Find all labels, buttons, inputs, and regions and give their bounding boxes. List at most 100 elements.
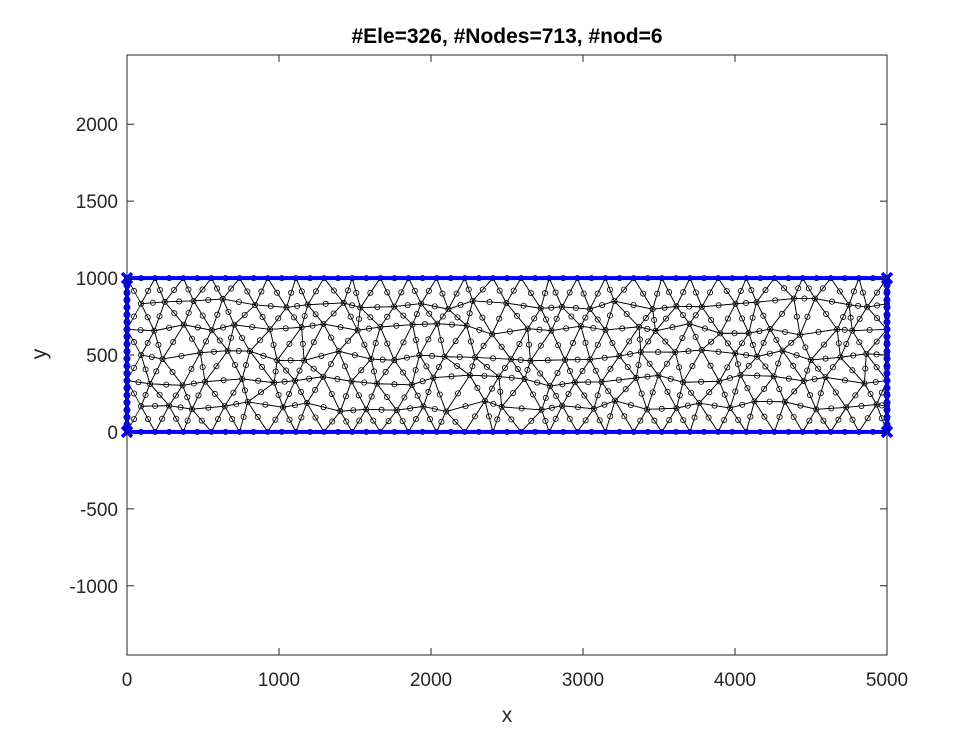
mesh-midside-node bbox=[257, 389, 264, 396]
mesh-midside-node bbox=[605, 388, 612, 395]
x-tick-label: 4000 bbox=[714, 670, 756, 691]
mesh-midside-node bbox=[542, 417, 549, 424]
mesh-midside-node bbox=[748, 287, 755, 294]
mesh-midside-node bbox=[498, 343, 505, 350]
mesh-node bbox=[418, 300, 425, 307]
mesh-midside-node bbox=[801, 295, 808, 302]
mesh-midside-node bbox=[802, 344, 809, 351]
mesh-node bbox=[696, 400, 703, 407]
mesh-midside-node bbox=[453, 290, 460, 297]
mesh-node bbox=[779, 347, 786, 354]
y-tick-label: -500 bbox=[80, 500, 118, 521]
mesh-midside-node bbox=[820, 417, 827, 424]
mesh-node bbox=[159, 355, 166, 362]
mesh-midside-node bbox=[864, 415, 871, 422]
mesh-midside-node bbox=[744, 385, 751, 392]
mesh-midside-node bbox=[230, 389, 237, 396]
mesh-node bbox=[416, 352, 423, 359]
mesh-midside-node bbox=[872, 378, 879, 385]
mesh-midside-node bbox=[692, 333, 699, 340]
mesh-midside-node bbox=[739, 315, 746, 322]
mesh-midside-node bbox=[156, 313, 163, 320]
mesh-midside-node bbox=[225, 308, 232, 315]
mesh-node bbox=[377, 324, 384, 331]
mesh-midside-node bbox=[829, 364, 836, 371]
mesh-node bbox=[633, 374, 640, 381]
x-tick-label: 1000 bbox=[258, 670, 300, 691]
mesh-midside-node bbox=[590, 325, 597, 332]
mesh-midside-node bbox=[467, 338, 474, 345]
mesh-midside-node bbox=[403, 354, 410, 361]
mesh-midside-node bbox=[510, 287, 517, 294]
mesh-midside-node bbox=[747, 413, 754, 420]
mesh-midside-node bbox=[542, 290, 549, 297]
mesh-midside-node bbox=[762, 287, 769, 294]
mesh-midside-node bbox=[508, 374, 515, 381]
mesh-midside-node bbox=[272, 416, 279, 423]
mesh-midside-node bbox=[596, 417, 603, 424]
mesh-midside-node bbox=[163, 381, 170, 388]
mesh-midside-node bbox=[259, 314, 266, 321]
mesh-midside-node bbox=[281, 378, 288, 385]
mesh-node bbox=[732, 300, 739, 307]
mesh-midside-node bbox=[559, 381, 566, 388]
mesh-midside-node bbox=[823, 310, 830, 317]
mesh-midside-node bbox=[779, 310, 786, 317]
mesh-midside-node bbox=[761, 413, 768, 420]
mesh-midside-node bbox=[131, 390, 138, 397]
mesh-node bbox=[562, 356, 569, 363]
mesh-midside-node bbox=[679, 311, 686, 318]
mesh-midside-node bbox=[148, 353, 155, 360]
mesh-midside-node bbox=[636, 336, 643, 343]
mesh-midside-node bbox=[474, 385, 481, 392]
mesh-midside-node bbox=[788, 339, 795, 346]
mesh-midside-node bbox=[203, 338, 210, 345]
mesh-midside-node bbox=[176, 298, 183, 305]
mesh-node bbox=[732, 350, 739, 357]
mesh-midside-node bbox=[404, 302, 411, 309]
mesh-node bbox=[208, 327, 215, 334]
mesh-midside-node bbox=[711, 402, 718, 409]
mesh-midside-node bbox=[776, 386, 783, 393]
mesh-midside-node bbox=[425, 388, 432, 395]
mesh-node bbox=[391, 303, 398, 310]
mesh-midside-node bbox=[663, 360, 670, 367]
mesh-midside-node bbox=[849, 367, 856, 374]
mesh-midside-node bbox=[715, 348, 722, 355]
mesh-midside-node bbox=[544, 357, 551, 364]
mesh-midside-node bbox=[553, 392, 560, 399]
mesh-midside-node bbox=[177, 404, 184, 411]
mesh-node bbox=[611, 298, 618, 305]
mesh-midside-node bbox=[708, 317, 715, 324]
mesh-midside-node bbox=[216, 337, 223, 344]
mesh-node bbox=[219, 296, 226, 303]
mesh-midside-node bbox=[684, 402, 691, 409]
mesh-midside-node bbox=[680, 417, 687, 424]
mesh-midside-node bbox=[565, 390, 572, 397]
mesh-node bbox=[717, 330, 724, 337]
mesh-midside-node bbox=[705, 414, 712, 421]
mesh-midside-node bbox=[874, 302, 881, 309]
mesh-midside-node bbox=[178, 352, 185, 359]
mesh-midside-node bbox=[724, 364, 731, 371]
mesh-midside-node bbox=[371, 368, 378, 375]
mesh-midside-node bbox=[517, 356, 524, 363]
mesh-midside-node bbox=[781, 285, 788, 292]
mesh-node bbox=[861, 380, 868, 387]
mesh-midside-node bbox=[425, 336, 432, 343]
mesh-midside-node bbox=[439, 313, 446, 320]
mesh-midside-node bbox=[548, 404, 555, 411]
mesh-node bbox=[335, 348, 342, 355]
mesh-node bbox=[727, 405, 734, 412]
mesh-midside-node bbox=[173, 415, 180, 422]
mesh-midside-node bbox=[835, 340, 842, 347]
mesh-midside-node bbox=[172, 392, 179, 399]
mesh-midside-node bbox=[384, 289, 391, 296]
mesh-node bbox=[751, 398, 758, 405]
mesh-midside-node bbox=[745, 362, 752, 369]
mesh-node bbox=[673, 405, 680, 412]
mesh-midside-node bbox=[131, 364, 138, 371]
mesh-midside-node bbox=[667, 375, 674, 382]
mesh-midside-node bbox=[297, 388, 304, 395]
mesh-midside-node bbox=[619, 325, 626, 332]
